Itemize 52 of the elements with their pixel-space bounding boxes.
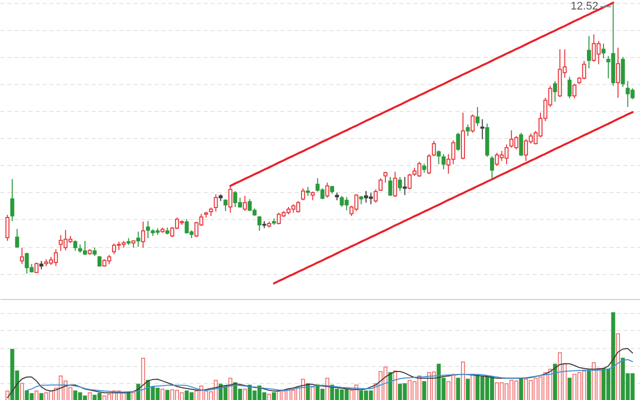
bar <box>126 392 131 400</box>
candlestick <box>442 154 446 170</box>
candlestick <box>427 154 432 175</box>
bar <box>519 378 524 400</box>
candlestick <box>388 176 392 196</box>
candlestick <box>586 36 591 69</box>
candlestick <box>374 188 378 204</box>
candlestick <box>15 228 20 248</box>
candlestick <box>616 47 620 98</box>
candlestick <box>408 173 412 190</box>
candlestick <box>242 195 247 212</box>
bar <box>165 390 170 400</box>
candlestick <box>141 221 146 248</box>
candlestick <box>572 83 576 99</box>
candlestick <box>224 198 228 212</box>
candlestick <box>325 182 330 198</box>
candlestick <box>73 240 78 252</box>
bar <box>388 372 392 400</box>
bar <box>553 364 558 400</box>
candlestick <box>378 178 383 192</box>
candlestick <box>519 132 524 157</box>
candlestick <box>602 43 606 59</box>
candlestick <box>402 176 407 196</box>
bar <box>422 381 426 400</box>
bar <box>456 378 460 400</box>
candlestick <box>568 76 572 99</box>
annotation: 12.52 <box>570 0 598 13</box>
candlestick <box>34 262 38 274</box>
candlestick <box>466 124 470 137</box>
candlestick <box>553 80 558 102</box>
candlestick <box>136 231 140 248</box>
candlestick <box>456 132 460 152</box>
bar <box>568 378 572 400</box>
candlestick <box>10 178 14 222</box>
candlestick <box>490 156 494 180</box>
candlestick <box>480 118 484 140</box>
candlestick <box>432 140 436 157</box>
bar <box>586 370 591 400</box>
candlestick <box>393 171 398 198</box>
candlestick <box>214 194 218 212</box>
candlestick <box>301 188 306 201</box>
candlestick <box>436 150 441 165</box>
candlestick <box>398 176 402 192</box>
candlestick <box>228 185 232 214</box>
candlestick <box>5 214 10 242</box>
bar <box>39 393 44 400</box>
bar <box>466 378 470 400</box>
candlestick <box>470 114 475 134</box>
bar <box>272 392 276 400</box>
candlestick <box>257 215 262 232</box>
candlestick <box>20 247 24 264</box>
candlestick <box>476 106 480 126</box>
